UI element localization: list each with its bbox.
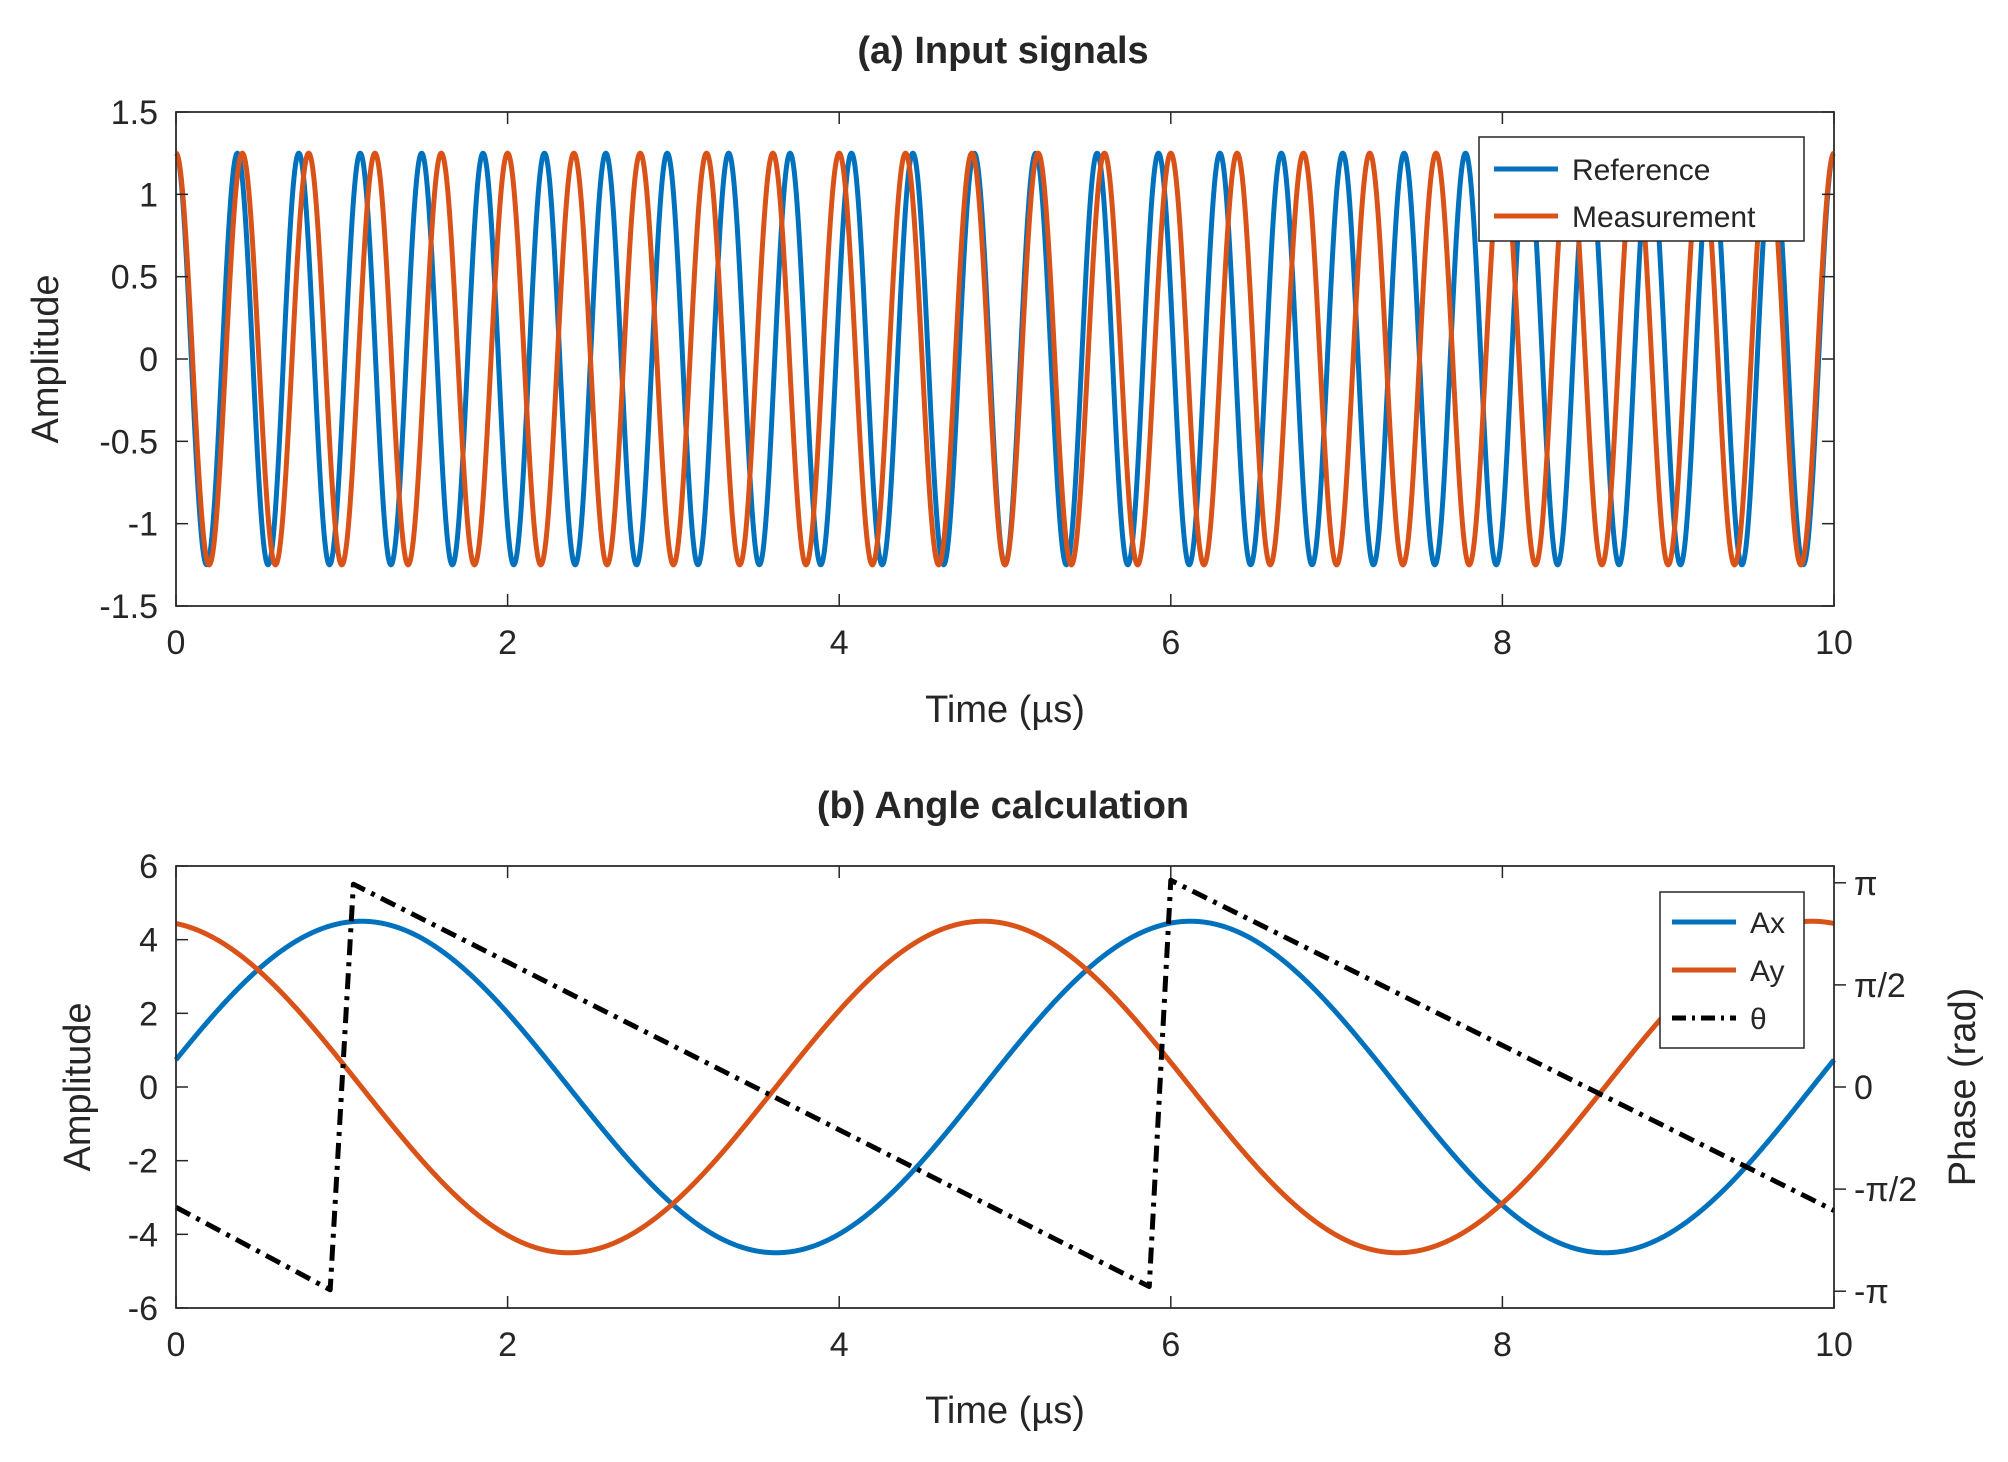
chart-a-x-tick-label: 2 — [498, 624, 517, 662]
legend-label-ax: Ax — [1750, 907, 1785, 940]
chart-b-x-tick-label: 0 — [167, 1326, 186, 1364]
chart-b-y-tick-label: 6 — [139, 848, 158, 886]
chart-a-title: (a) Input signals — [857, 30, 1148, 72]
chart-b-title: (b) Angle calculation — [817, 785, 1189, 827]
chart-b-right-y-tick-label: -π — [1854, 1273, 1889, 1311]
chart-a-x-tick-label: 8 — [1493, 624, 1512, 662]
chart-b-y-tick-label: 0 — [139, 1069, 158, 1107]
chart-a-y-tick-label: -0.5 — [99, 423, 158, 461]
chart-a-ticks: 0 2 4 6 8 10 -1.5 -1 -0.5 0 0.5 1 1.5 — [99, 94, 1853, 662]
chart-b-legend: Ax Ay θ — [1659, 891, 1805, 1049]
chart-a-y-tick-label: 0 — [139, 341, 158, 379]
chart-b-x-axis-label: Time (µs) — [925, 1390, 1085, 1432]
chart-b-x-tick-label: 10 — [1815, 1326, 1853, 1364]
chart-b-x-tick-label: 8 — [1493, 1326, 1512, 1364]
chart-b-y-tick-label: -2 — [128, 1143, 158, 1181]
chart-a-x-tick-label: 6 — [1161, 624, 1180, 662]
chart-a-y-tick-label: 0.5 — [111, 259, 158, 297]
chart-a-x-tick-label: 4 — [830, 624, 849, 662]
chart-a-legend-box — [1478, 136, 1805, 242]
chart-b-right-y-tick-label: π — [1854, 865, 1877, 903]
chart-b-y-tick-label: 2 — [139, 995, 158, 1033]
chart-a-legend: Reference Measurement — [1478, 136, 1805, 242]
chart-b-x-tick-label: 4 — [830, 1326, 849, 1364]
chart-b-series-group — [174, 877, 1836, 1293]
chart-a-y-tick-label: 1.5 — [111, 94, 158, 132]
chart-input-signals: (a) Input signals 0 2 4 6 8 10 -1.5 -1 -0.5 0 0.5 1… — [25, 30, 1853, 731]
chart-b-right-y-tick-label: π/2 — [1854, 967, 1906, 1005]
chart-b-y-tick-label: -4 — [128, 1216, 158, 1254]
series-line-measurement — [174, 150, 1836, 568]
chart-a-series-group — [174, 150, 1836, 568]
chart-b-right-y-tick-label: -π/2 — [1854, 1171, 1917, 1209]
chart-b-y-tick-label: 4 — [139, 922, 158, 960]
chart-a-y-tick-label: -1.5 — [99, 588, 158, 626]
chart-a-y-tick-label: -1 — [128, 506, 158, 544]
legend-label-theta: θ — [1750, 1003, 1767, 1036]
chart-b-x-tick-label: 6 — [1161, 1326, 1180, 1364]
chart-b-plot-area — [175, 865, 1835, 1309]
legend-label-reference: Reference — [1572, 154, 1710, 187]
chart-a-x-axis-label: Time (µs) — [925, 689, 1085, 731]
chart-angle-calculation: (b) Angle calculation 0 2 4 6 8 10 -6 -4 -2 0 2 4 6 -… — [57, 785, 1984, 1432]
chart-b-y-axis-label: Amplitude — [57, 1003, 99, 1172]
chart-a-x-tick-label: 0 — [167, 624, 186, 662]
chart-a-y-axis-label: Amplitude — [25, 275, 67, 444]
legend-label-measurement: Measurement — [1572, 201, 1756, 234]
series-line-theta — [174, 877, 1836, 1293]
legend-label-ay: Ay — [1750, 955, 1784, 988]
series-line-ax — [174, 918, 1836, 1256]
chart-b-ticks: 0 2 4 6 8 10 -6 -4 -2 0 2 4 6 -π -π/2 0 π/2 π — [128, 848, 1917, 1364]
series-line-ay — [174, 918, 1836, 1256]
chart-b-x-tick-label: 2 — [498, 1326, 517, 1364]
chart-a-x-tick-label: 10 — [1815, 624, 1853, 662]
chart-b-right-y-axis-label: Phase (rad) — [1942, 988, 1984, 1187]
chart-b-y-tick-label: -6 — [128, 1290, 158, 1328]
chart-b-right-y-tick-label: 0 — [1854, 1069, 1873, 1107]
chart-a-y-tick-label: 1 — [139, 176, 158, 214]
